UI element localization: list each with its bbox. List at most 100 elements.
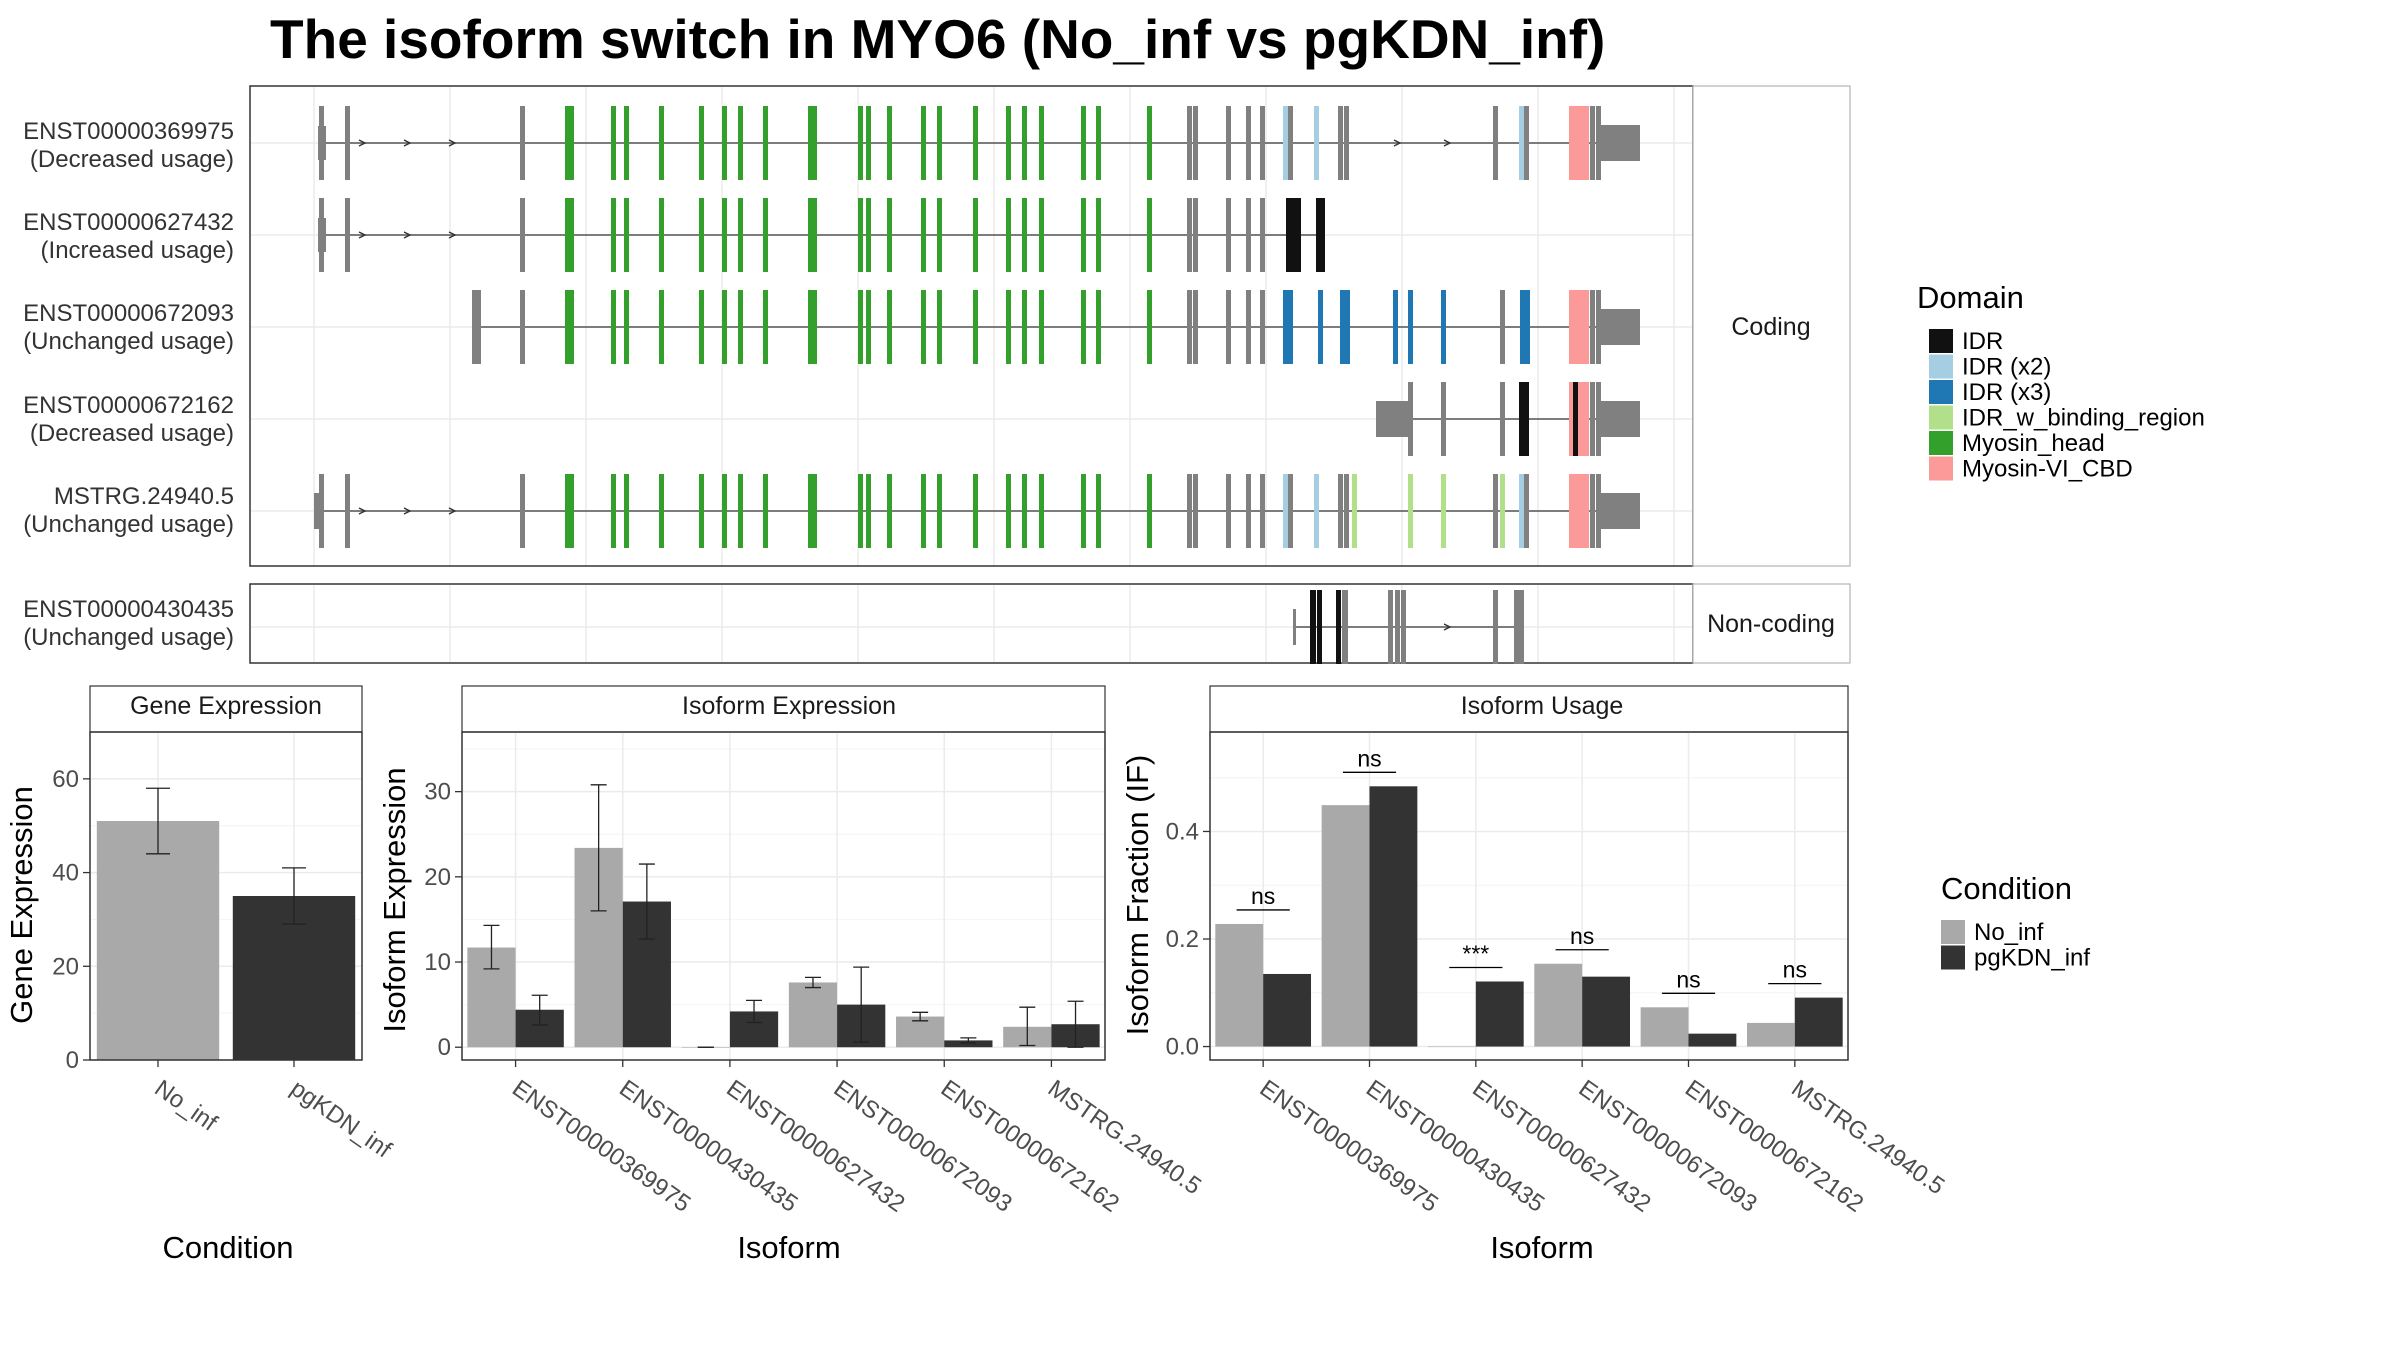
exon-block (1590, 474, 1595, 548)
exon-block (808, 106, 813, 180)
exon-block (1590, 290, 1595, 364)
y-tick-label: 0 (438, 1034, 451, 1061)
bar (1215, 923, 1264, 1047)
exon-block (1288, 290, 1293, 364)
domain-legend-label: IDR (x3) (1962, 379, 2051, 406)
exon-block (1081, 198, 1086, 272)
exon-block (1520, 290, 1525, 364)
y-tick-label: 40 (52, 860, 79, 887)
exon-block (1096, 290, 1101, 364)
exon-block (569, 474, 574, 548)
bar (1746, 1022, 1795, 1047)
exon-block (1006, 474, 1011, 548)
exon-block (1246, 474, 1251, 548)
exon-block (937, 290, 942, 364)
bar (1794, 997, 1843, 1047)
y-tick-label: 60 (52, 766, 79, 793)
exon-block (1524, 382, 1529, 456)
isoform-expression-strip-label: Isoform Expression (682, 692, 896, 720)
exon-block (1310, 590, 1316, 664)
x-tick-label: ENST00000672093 (829, 1075, 1017, 1218)
exon-block (973, 474, 978, 548)
domain-legend-key (1929, 456, 1953, 481)
exon-block (808, 474, 813, 548)
exon-block (1081, 474, 1086, 548)
x-tick-label: ENST00000627432 (721, 1075, 909, 1218)
exon-block (1401, 590, 1406, 664)
domain-legend-key (1929, 405, 1953, 430)
exon-block (1584, 290, 1589, 364)
strand-arrow (448, 231, 457, 239)
exon-block (1352, 474, 1357, 548)
exon-block (722, 198, 727, 272)
strand-arrow (358, 139, 367, 147)
exon-block (812, 198, 817, 272)
exon-block (937, 198, 942, 272)
x-tick-label: ENST00000430435 (614, 1075, 802, 1218)
exon-block (520, 474, 525, 548)
gene-expression-strip-label: Gene Expression (130, 692, 322, 720)
chart-frame (1209, 731, 1849, 1061)
exon-block (1193, 106, 1198, 180)
strand-arrow (448, 139, 457, 147)
exon-block (699, 290, 704, 364)
exon-block (1500, 382, 1505, 456)
exon-block (722, 290, 727, 364)
exon-block (1574, 106, 1579, 180)
exon-block (1519, 590, 1524, 664)
exon-block (1288, 106, 1293, 180)
exon-block (722, 106, 727, 180)
utr-exon (1376, 401, 1410, 437)
exon-block (763, 290, 768, 364)
exon-block (1286, 198, 1291, 272)
x-tick-label: ENST00000672162 (1680, 1075, 1868, 1218)
exon-block (1246, 106, 1251, 180)
exon-block (1574, 290, 1579, 364)
coding-panel-frame (249, 85, 1694, 567)
exon-block (1006, 290, 1011, 364)
x-tick-label: ENST00000430435 (1361, 1075, 1549, 1218)
bar (944, 1040, 993, 1048)
isoform-expression-chart: Isoform Expression Isoform Isoform Expre… (377, 685, 1206, 1265)
exon-block (1260, 198, 1265, 272)
exon-block (611, 198, 616, 272)
exon-block (699, 106, 704, 180)
exon-block (1006, 106, 1011, 180)
isoform-usage-y-label: Isoform Fraction (IF) (1120, 755, 1155, 1036)
bar (1475, 981, 1524, 1047)
y-tick-label: 0.4 (1166, 818, 1199, 845)
exon-block (812, 474, 817, 548)
exon-block (866, 198, 871, 272)
exon-block (1260, 474, 1265, 548)
exon-block (659, 474, 664, 548)
exon-block (1187, 474, 1192, 548)
exon-block (1584, 106, 1589, 180)
row-label-id: MSTRG.24940.5 (54, 483, 234, 510)
exon-block (1525, 290, 1530, 364)
exon-block (1500, 290, 1505, 364)
row-label-usage: (Unchanged usage) (23, 624, 234, 651)
exon-block (569, 290, 574, 364)
exon-block (1314, 474, 1319, 548)
exon-block (887, 290, 892, 364)
exon-block (1388, 590, 1393, 664)
exon-block (1260, 290, 1265, 364)
exon-block (472, 290, 477, 364)
coding-structure-panel: Coding ENST00000369975 (Decreased usage)… (23, 85, 1851, 567)
exon-block (1283, 290, 1288, 364)
exon-block (1345, 290, 1350, 364)
exon-block (887, 474, 892, 548)
significance-label: ns (1570, 923, 1594, 949)
coding-strip (1692, 85, 1851, 567)
domain-legend-key (1929, 354, 1953, 379)
exon-block (921, 198, 926, 272)
x-tick-label: ENST00000672162 (936, 1075, 1124, 1218)
domain-legend-label: Myosin-VI_CBD (1962, 456, 2133, 483)
exon-block (812, 290, 817, 364)
exon-block (1590, 106, 1595, 180)
exon-block (1596, 382, 1601, 456)
gene-expression-x-label: Condition (163, 1230, 294, 1265)
x-tick-label: ENST00000369975 (1255, 1075, 1443, 1218)
exon-block (738, 106, 743, 180)
domain-legend-label: IDR (1962, 328, 2003, 355)
